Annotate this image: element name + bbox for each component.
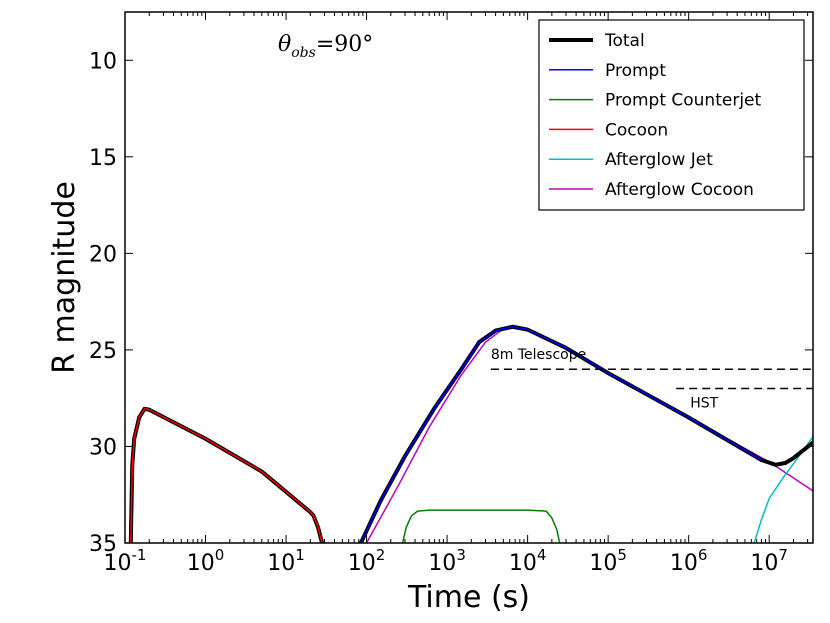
theta-annotation: θobs=90° [278, 32, 373, 61]
theta-value: =90° [316, 32, 373, 57]
x-tick-labels: 10-1 100 101 102 103 104 105 106 107 [104, 546, 788, 576]
y-axis-title: R magnitude [47, 181, 82, 374]
legend-frame [538, 19, 805, 211]
legend-label-prompt: Prompt [605, 61, 666, 81]
legend-label-cocoon: Cocoon [605, 120, 668, 140]
legend-label-prompt-counterjet: Prompt Counterjet [605, 91, 762, 111]
threshold-label-hst: HST [690, 396, 718, 412]
series-line-prompt [360, 325, 763, 543]
y-tick-label: 30 [89, 435, 117, 460]
x-tick-label: 103 [428, 546, 466, 576]
series-line-cocoon [130, 408, 323, 543]
legend-label-total: Total [604, 31, 645, 51]
threshold-layer [490, 368, 813, 390]
theta-symbol: θ [278, 32, 291, 57]
threshold-label-8m-telescope: 8m Telescope [491, 347, 586, 363]
legend: Total Prompt Prompt Counterjet Cocoon Afterg… [538, 19, 805, 211]
y-tick-label: 10 [89, 49, 117, 74]
tick-layer [124, 12, 813, 544]
legend-label-afterglow-jet: Afterglow Jet [605, 150, 713, 170]
legend-entries: Total Prompt Prompt Counterjet Cocoon Afterg… [549, 31, 762, 200]
legend-label-afterglow-cocoon: Afterglow Cocoon [605, 180, 754, 200]
x-tick-label: 100 [187, 546, 225, 576]
x-tick-label: 105 [589, 546, 627, 576]
y-tick-label: 15 [89, 146, 117, 171]
series-line-prompt-counterjet [401, 509, 561, 543]
y-tick-label: 35 [89, 532, 117, 557]
theta-subscript: obs [291, 45, 316, 61]
x-tick-label: 107 [750, 546, 788, 576]
x-tick-label: 106 [670, 546, 708, 576]
series-line-afterglow-jet [753, 436, 813, 543]
y-tick-label: 20 [89, 242, 117, 267]
x-axis-title: Time (s) [407, 580, 530, 615]
plot-frame [124, 11, 814, 544]
y-tick-labels: 10 15 20 25 30 35 [89, 49, 117, 557]
x-tick-label: 10-1 [104, 546, 147, 576]
y-tick-label: 25 [89, 339, 117, 364]
x-tick-label: 104 [509, 546, 547, 576]
x-tick-label: 102 [348, 546, 386, 576]
x-tick-label: 101 [267, 546, 305, 576]
series-layer [128, 324, 813, 543]
